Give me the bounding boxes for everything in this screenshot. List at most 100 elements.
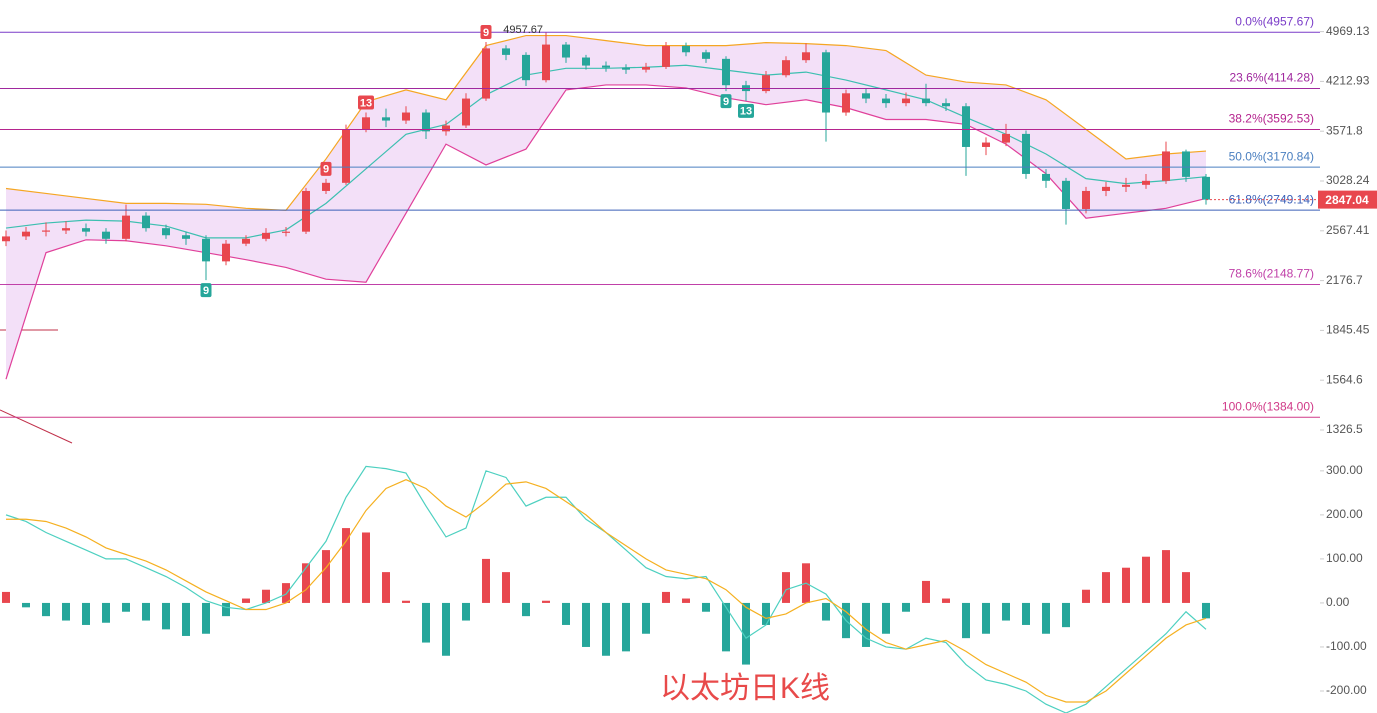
y-tick-label: 1564.6 <box>1326 372 1363 386</box>
candle-body <box>962 106 970 147</box>
candle-body <box>1062 180 1070 209</box>
candle-body <box>662 45 670 67</box>
macd-bar <box>42 602 50 617</box>
macd-bar <box>102 602 110 623</box>
candle-body <box>62 228 70 231</box>
macd-bar <box>122 602 130 612</box>
fib-label: 100.0%(1384.00) <box>1222 399 1314 413</box>
candle-body <box>922 98 930 104</box>
macd-bar <box>1002 602 1010 621</box>
macd-bar <box>262 589 270 603</box>
candle-body <box>582 57 590 66</box>
candle-body <box>982 142 990 147</box>
candle-body <box>442 125 450 132</box>
macd-bar <box>922 580 930 603</box>
candle-body <box>2 236 10 242</box>
macd-bar <box>642 602 650 634</box>
candle-body <box>202 238 210 262</box>
candle-body <box>382 117 390 121</box>
macd-bar <box>1102 572 1110 603</box>
candle-body <box>502 48 510 55</box>
macd-bar <box>1142 556 1150 603</box>
macd-bar <box>422 602 430 643</box>
candle-body <box>1202 176 1210 200</box>
candle-body <box>842 93 850 113</box>
macd-bar <box>602 602 610 656</box>
y-tick-label: -200.00 <box>1326 683 1367 697</box>
y-tick-label: -100.00 <box>1326 639 1367 653</box>
macd-bar <box>202 602 210 634</box>
macd-bar <box>362 532 370 603</box>
candle-body <box>1042 173 1050 181</box>
macd-bar <box>1062 602 1070 628</box>
td-mark-label: 9 <box>203 285 209 297</box>
candle-body <box>642 66 650 70</box>
candle-body <box>82 228 90 232</box>
td-mark-label: 13 <box>740 106 752 118</box>
macd-bar <box>402 600 410 603</box>
td-mark-box <box>320 161 332 176</box>
candle-body <box>1082 190 1090 209</box>
macd-bar <box>82 602 90 625</box>
candle-body <box>402 112 410 121</box>
candle-body <box>882 98 890 104</box>
candle-body <box>702 52 710 59</box>
candle-body <box>1022 133 1030 174</box>
fib-label: 0.0%(4957.67) <box>1235 14 1314 28</box>
candle-body <box>262 232 270 239</box>
candle-body <box>302 190 310 232</box>
candle-body <box>1142 180 1150 185</box>
candle-body <box>902 98 910 104</box>
macd-line <box>6 478 1207 703</box>
macd-bar <box>742 602 750 665</box>
candle-body <box>422 112 430 132</box>
macd-bar <box>242 598 250 603</box>
fib-label: 50.0%(3170.84) <box>1229 149 1314 163</box>
macd-bar <box>902 602 910 612</box>
high-label: 4957.67 <box>503 24 543 36</box>
y-tick-label: 0.00 <box>1326 595 1350 609</box>
td-mark-box <box>738 103 754 118</box>
candle-body <box>602 65 610 68</box>
macd-bar <box>222 602 230 617</box>
macd-bar <box>302 563 310 603</box>
candle-body <box>42 230 50 232</box>
candle-body <box>282 231 290 233</box>
band-line <box>5 34 1207 211</box>
candle-body <box>862 93 870 99</box>
macd-bar <box>142 602 150 621</box>
candle-body <box>1002 133 1010 143</box>
macd-bar <box>382 572 390 603</box>
candle-body <box>122 215 130 239</box>
candle-body <box>222 243 230 262</box>
fib-label: 38.2%(3592.53) <box>1229 112 1314 126</box>
candle-body <box>462 98 470 126</box>
candle-body <box>142 215 150 229</box>
macd-bar <box>2 591 10 603</box>
macd-bar <box>62 602 70 621</box>
td-mark-box <box>720 94 732 109</box>
macd-bar <box>522 602 530 617</box>
y-tick-label: 3571.8 <box>1326 123 1363 137</box>
candle-body <box>1102 186 1110 191</box>
macd-bar <box>822 602 830 621</box>
candle-body <box>22 231 30 237</box>
macd-bar <box>1022 602 1030 625</box>
macd-bar <box>662 591 670 603</box>
macd-bar <box>502 572 510 603</box>
fib-label: 78.6%(2148.77) <box>1229 267 1314 281</box>
macd-bar <box>542 600 550 603</box>
macd-bar <box>582 602 590 647</box>
macd-bar <box>22 602 30 608</box>
macd-bar <box>862 602 870 647</box>
macd-bar <box>282 583 290 603</box>
macd-bar <box>482 558 490 603</box>
candle-body <box>722 58 730 86</box>
candle-body <box>762 75 770 92</box>
macd-bar <box>162 602 170 630</box>
candle-body <box>1122 184 1130 187</box>
td-mark-label: 9 <box>723 96 729 108</box>
macd-bar <box>322 550 330 603</box>
candle-body <box>102 231 110 239</box>
macd-bar <box>1162 550 1170 603</box>
